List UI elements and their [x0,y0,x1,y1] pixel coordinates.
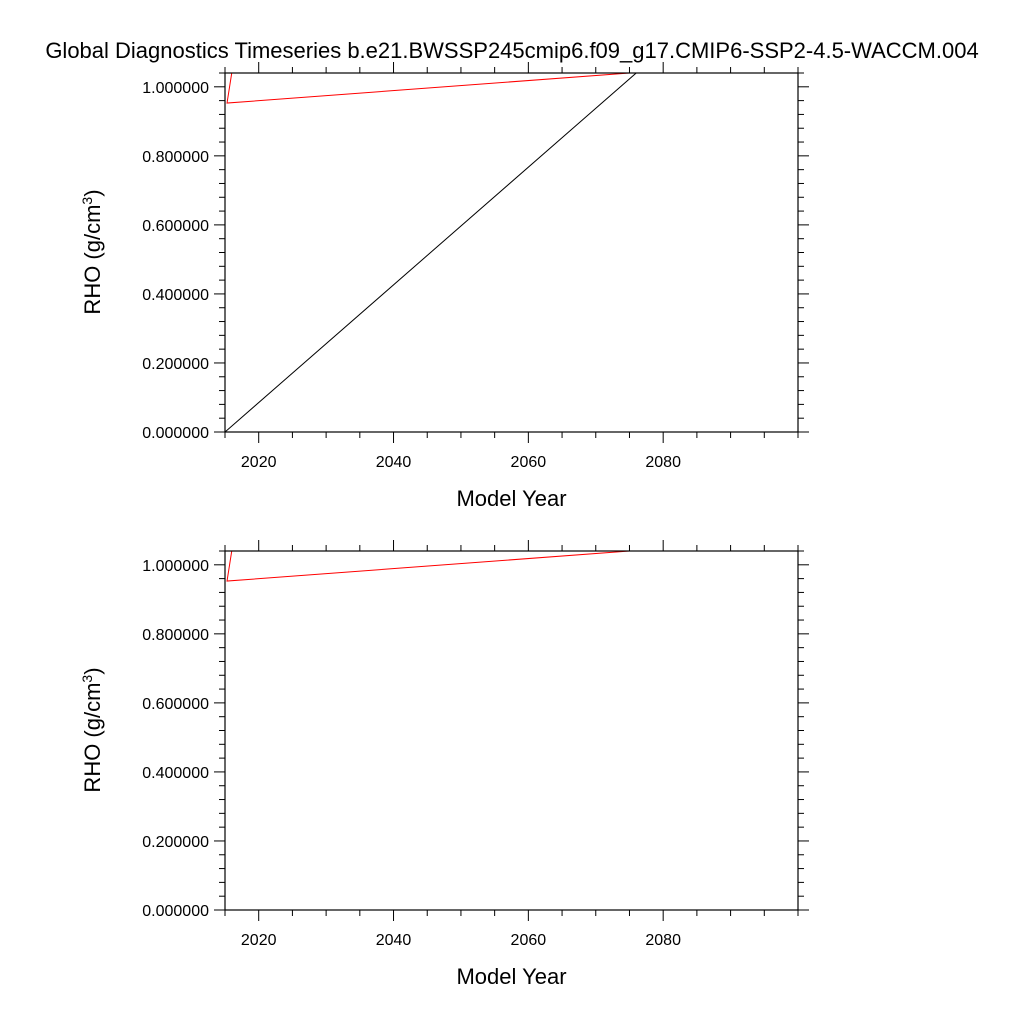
x-tick-label: 2020 [241,454,277,471]
y-axis-title-superscript: 3 [79,197,95,205]
x-tick-label: 2020 [241,932,277,949]
y-tick-label: 0.000000 [142,903,209,920]
y-tick-label: 1.000000 [142,558,209,575]
y-tick-label: 0.600000 [142,218,209,235]
x-tick-label: 2060 [511,932,547,949]
figure-title: Global Diagnostics Timeseries b.e21.BWSS… [45,38,978,63]
panel-top: 2020 2040 2060 2080 0.000000 0.200000 0.400000… [79,62,809,511]
y-tick-label: 0.800000 [142,627,209,644]
series-line-0 [226,551,630,582]
y-axis-title-main: RHO (g/cm [80,683,105,793]
x-tick-label: 2080 [645,932,681,949]
series-group [225,73,637,432]
y-axis-title-close: ) [80,189,105,196]
y-tick-label: 0.000000 [142,425,209,442]
y-tick-label: 1.000000 [142,80,209,97]
plot-frame [224,72,799,433]
y-tick-label: 0.400000 [142,287,209,304]
y-axis-title-superscript: 3 [79,675,95,683]
x-tick-label: 2040 [376,454,412,471]
series-line-1 [226,73,630,104]
x-axis-title: Model Year [456,486,566,511]
y-tick-label: 0.200000 [142,356,209,373]
x-tick-label: 2040 [376,932,412,949]
x-axis-title: Model Year [456,964,566,989]
y-axis-title-main: RHO (g/cm [80,205,105,315]
y-tick-label: 0.400000 [142,765,209,782]
y-tick-label: 0.600000 [142,696,209,713]
x-tick-label: 2060 [511,454,547,471]
series-line-0 [225,73,637,432]
y-axis-title: RHO (g/cm3) [79,189,105,314]
plot-frame [224,550,799,911]
y-tick-label: 0.800000 [142,149,209,166]
y-axis-title-close: ) [80,667,105,674]
y-tick-label: 0.200000 [142,834,209,851]
x-tick-label: 2080 [645,454,681,471]
panel-bottom: 2020 2040 2060 2080 0.000000 0.200000 0.400000… [79,540,809,989]
y-axis-title: RHO (g/cm3) [79,667,105,792]
series-group [226,551,630,582]
